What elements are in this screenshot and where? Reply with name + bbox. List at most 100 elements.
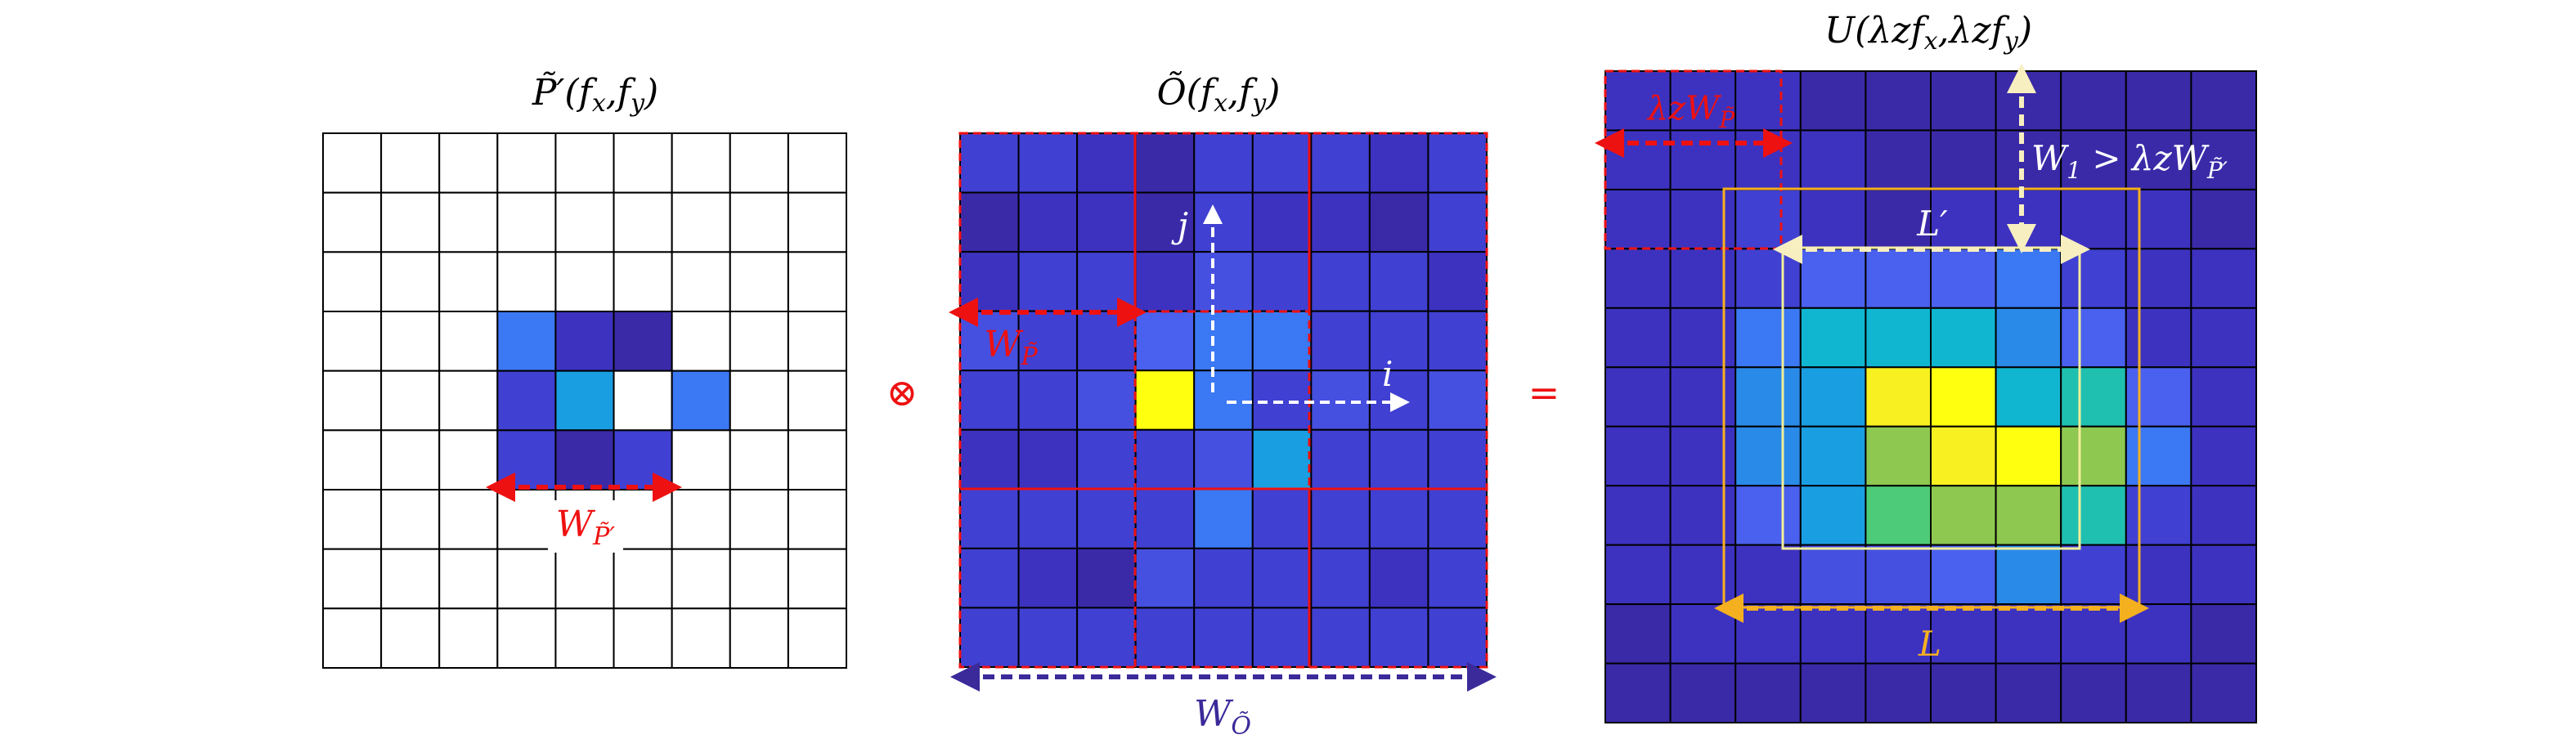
panel-u-cell — [1735, 129, 1802, 190]
panel-o-cell — [1076, 428, 1137, 490]
panel-p-cell — [380, 489, 441, 550]
panel-p-cell — [496, 489, 557, 550]
panel-o-cell — [1193, 428, 1254, 490]
panel-o-cell — [1076, 370, 1137, 431]
panel-p-cell — [554, 429, 615, 491]
panel-p-cell — [729, 607, 789, 670]
panel-u-cell — [2190, 603, 2257, 665]
panel-u-cell — [1669, 129, 1737, 190]
panel-p-cell — [322, 489, 383, 550]
equals-operator: = — [1528, 370, 1560, 414]
panel-u-cell — [1799, 307, 1867, 369]
panel-o-cell — [1134, 488, 1196, 549]
panel-p-cell — [380, 429, 441, 491]
panel-u-corner-box-label: λzWP̃ — [1646, 90, 1736, 133]
panel-p-cell — [729, 489, 789, 550]
panel-o-cell — [1193, 370, 1254, 431]
panel-p-cell — [496, 191, 557, 253]
panel-u-cell — [1865, 485, 1932, 546]
panel-p-cell — [322, 607, 383, 670]
panel-o-cell — [1310, 547, 1371, 609]
panel-u-cell — [1995, 485, 2062, 546]
panel-o-cell — [1368, 607, 1429, 668]
panel-u-cell — [2190, 307, 2257, 369]
panel-o-cell — [1193, 547, 1254, 609]
panel-p-cell — [671, 311, 731, 372]
panel-p-cell — [613, 429, 673, 491]
panel-p-cell — [322, 191, 383, 253]
panel-p-cell — [554, 548, 615, 610]
panel-o-cell — [1310, 251, 1371, 312]
panel-u-cell — [2125, 366, 2192, 428]
panel-u-cell — [1604, 248, 1672, 309]
panel-o-cell — [959, 370, 1020, 431]
panel-p-cell — [671, 370, 731, 432]
panel-u-cell — [2125, 70, 2192, 132]
panel-u-cell — [1604, 662, 1672, 723]
panel-u-cell — [2190, 425, 2257, 487]
panel-u-cell — [1799, 366, 1867, 428]
panel-u-cell — [1865, 366, 1932, 428]
panel-p-cell — [496, 429, 557, 491]
panel-u-cell — [2060, 70, 2127, 132]
panel-u-cell — [1865, 307, 1932, 369]
panel-u-cell — [1799, 248, 1867, 309]
panel-p-cell — [671, 607, 731, 670]
panel-p-cell — [438, 251, 499, 312]
panel-p: P̃′(fx,fy) WP̃′ — [322, 70, 848, 670]
convolution-operator: ⊗ — [886, 370, 918, 414]
panel-u-cell — [1865, 70, 1932, 132]
panel-p-cell — [613, 370, 673, 432]
panel-p-cell — [671, 429, 731, 491]
panel-o-cell — [1076, 310, 1137, 372]
panel-u-cell — [1865, 662, 1932, 723]
panel-u-cell — [1735, 425, 1802, 487]
panel-u-cell — [1604, 366, 1672, 428]
panel-p-cell — [787, 311, 848, 372]
panel-o-cell — [1310, 310, 1371, 372]
panel-p-cell — [322, 311, 383, 372]
panel-u-cell — [2125, 662, 2192, 723]
panel-u-cell — [2190, 485, 2257, 546]
panel-p-cell — [787, 251, 848, 312]
panel-o-cell — [1076, 251, 1137, 312]
panel-o-cell — [1368, 132, 1429, 194]
panel-p-cell — [729, 251, 789, 312]
panel-o-cell — [1251, 370, 1313, 431]
panel-u-cell — [1865, 129, 1932, 190]
panel-u-cell — [1865, 425, 1932, 487]
panel-p-cell — [787, 548, 848, 610]
panel-u-cell — [1799, 603, 1867, 665]
panel-o-cell — [1193, 488, 1254, 549]
panel-o-cell — [1310, 370, 1371, 431]
panel-o-cell — [1368, 547, 1429, 609]
panel-u-cell — [2190, 70, 2257, 132]
panel-p-cell — [554, 607, 615, 670]
panel-u-cell — [1735, 248, 1802, 309]
panel-u-cell — [1669, 544, 1737, 606]
panel-o-cell — [1368, 370, 1429, 431]
panel-p-cell — [380, 191, 441, 253]
panel-u-corner-box — [1604, 69, 1783, 250]
panel-p-cell — [438, 370, 499, 432]
panel-p-cell — [729, 191, 789, 253]
panel-u-cell — [1865, 248, 1932, 309]
panel-p-cell — [554, 311, 615, 372]
panel-u-cell — [1930, 70, 1997, 132]
panel-o-cell — [1017, 370, 1079, 431]
panel-u-cell — [1995, 70, 2062, 132]
panel-o-cell — [1134, 370, 1196, 431]
panel-o-cell — [959, 607, 1020, 668]
panel-u-cell — [2060, 188, 2127, 250]
panel-u-cell — [1669, 425, 1737, 487]
panel-o-cell — [1368, 488, 1429, 549]
panel-p-cell — [613, 607, 673, 670]
panel-p-cell — [554, 132, 615, 194]
panel-o-cell — [959, 191, 1020, 253]
panel-u-cell — [1865, 544, 1932, 606]
panel-p-cell — [787, 489, 848, 550]
panel-u-cell — [1930, 662, 1997, 723]
panel-p-cell — [438, 132, 499, 194]
panel-u-cell — [2125, 248, 2192, 309]
panel-p-cell — [613, 311, 673, 372]
